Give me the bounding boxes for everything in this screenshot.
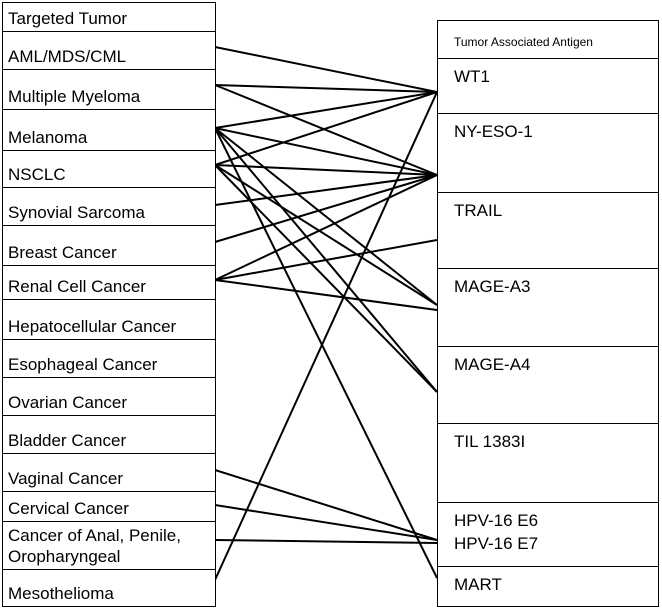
cell-text: TRAIL	[454, 201, 503, 220]
tumor-cell: Synovial Sarcoma	[2, 187, 216, 226]
connector	[214, 91, 438, 166]
cell-text: Mesothelioma	[8, 584, 114, 603]
cell-text: Synovial Sarcoma	[8, 203, 146, 222]
cell-text: WT1	[454, 67, 490, 86]
cell-text: HPV-16 E7	[454, 534, 539, 553]
cell-text: NSCLC	[8, 165, 66, 184]
connector	[214, 127, 438, 306]
connector	[214, 91, 438, 129]
cell-text: Bladder Cancer	[8, 431, 127, 450]
tumor-cell: Esophageal Cancer	[2, 339, 216, 378]
antigen-cell: MAGE-A4	[437, 346, 659, 424]
connector	[214, 469, 438, 541]
cell-text: Breast Cancer	[8, 243, 117, 262]
tumor-cell: NSCLC	[2, 150, 216, 188]
connector	[214, 46, 438, 93]
connector	[214, 164, 438, 393]
tumor-cell: Vaginal Cancer	[2, 453, 216, 492]
tumor-cell: Cancer of Anal, Penile, Oropharyngeal	[2, 521, 216, 570]
left-header: Targeted Tumor	[2, 2, 216, 32]
cell-text: Melanoma	[8, 128, 88, 147]
antigen-cell: NY-ESO-1	[437, 113, 659, 193]
cell-text: TIL 1383I	[454, 432, 526, 451]
tumor-cell: Bladder Cancer	[2, 415, 216, 454]
cell-text: Cancer of Anal, Penile,	[8, 526, 181, 545]
cell-text: NY-ESO-1	[454, 122, 533, 141]
antigen-cell: TIL 1383I	[437, 423, 659, 503]
cell-text: MAGE-A4	[454, 355, 531, 374]
connector	[214, 174, 438, 206]
cell-text: Cervical Cancer	[8, 499, 129, 518]
tumor-cell: Mesothelioma	[2, 569, 216, 607]
antigen-cell: TRAIL	[437, 192, 659, 269]
tumor-cell: Melanoma	[2, 109, 216, 151]
cell-text: Oropharyngeal	[8, 547, 121, 566]
cell-text: Renal Cell Cancer	[8, 277, 146, 296]
antigen-cell: HPV-16 E6 HPV-16 E7	[437, 502, 659, 567]
tumor-cell: Cervical Cancer	[2, 491, 216, 522]
cell-text: Ovarian Cancer	[8, 393, 128, 412]
right-header: Tumor Associated Antigen	[437, 20, 659, 59]
cell-text: Esophageal Cancer	[8, 355, 158, 374]
connector	[214, 164, 438, 306]
connector	[214, 279, 438, 311]
connector	[214, 84, 438, 93]
cell-text: MART	[454, 575, 502, 594]
cell-text: Targeted Tumor	[8, 9, 128, 28]
connector	[214, 84, 438, 176]
connector	[214, 127, 438, 176]
connector	[214, 539, 438, 544]
tumor-cell: Ovarian Cancer	[2, 377, 216, 416]
antigen-cell: MART	[437, 566, 659, 607]
tumor-cell: Hepatocellular Cancer	[2, 299, 216, 340]
cell-text: Hepatocellular Cancer	[8, 317, 177, 336]
connector	[214, 504, 438, 541]
cell-text: HPV-16 E6	[454, 511, 539, 530]
tumor-cell: AML/MDS/CML	[2, 31, 216, 70]
connector	[214, 91, 438, 581]
antigen-cell: MAGE-A3	[437, 268, 659, 347]
tumor-cell: Multiple Myeloma	[2, 69, 216, 110]
connector	[214, 174, 438, 281]
cell-text: Vaginal Cancer	[8, 469, 123, 488]
tumor-cell: Breast Cancer	[2, 225, 216, 266]
tumor-cell: Renal Cell Cancer	[2, 265, 216, 300]
cell-text: Tumor Associated Antigen	[454, 35, 593, 49]
cell-text: AML/MDS/CML	[8, 47, 127, 66]
cell-text: Multiple Myeloma	[8, 87, 141, 106]
connector	[214, 239, 438, 281]
connector	[214, 174, 438, 243]
antigen-cell: WT1	[437, 58, 659, 114]
cell-text: MAGE-A3	[454, 277, 531, 296]
